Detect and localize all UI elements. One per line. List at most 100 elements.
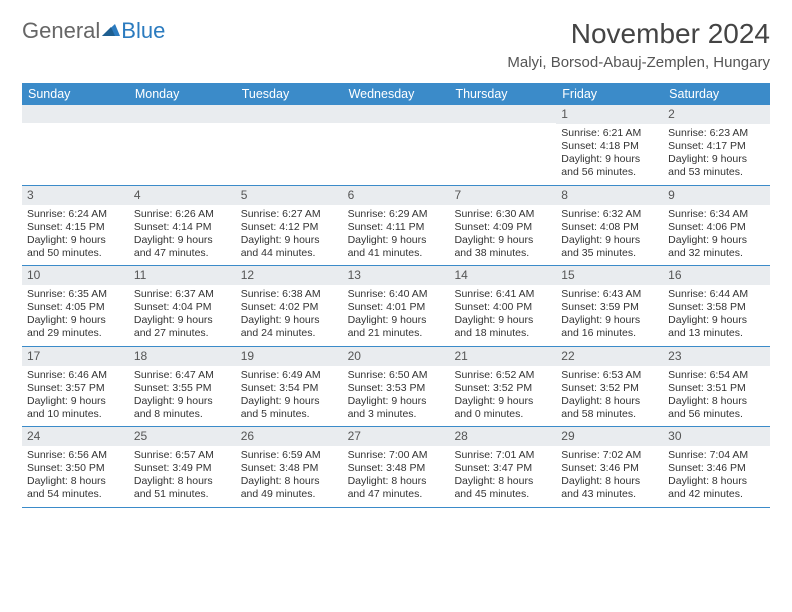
dayheader-wed: Wednesday bbox=[343, 83, 450, 105]
daylight-text: Daylight: 9 hours and 16 minutes. bbox=[561, 314, 658, 340]
sunrise-text: Sunrise: 6:50 AM bbox=[348, 369, 445, 382]
week-row: 17Sunrise: 6:46 AMSunset: 3:57 PMDayligh… bbox=[22, 347, 770, 428]
day-number bbox=[129, 105, 236, 123]
sunrise-text: Sunrise: 6:52 AM bbox=[454, 369, 551, 382]
cell-content: Sunrise: 6:29 AMSunset: 4:11 PMDaylight:… bbox=[343, 205, 450, 266]
day-number: 3 bbox=[22, 186, 129, 205]
daylight-text: Daylight: 8 hours and 54 minutes. bbox=[27, 475, 124, 501]
daylight-text: Daylight: 8 hours and 45 minutes. bbox=[454, 475, 551, 501]
sunrise-text: Sunrise: 6:57 AM bbox=[134, 449, 231, 462]
cell-content: Sunrise: 6:54 AMSunset: 3:51 PMDaylight:… bbox=[663, 366, 770, 427]
sunset-text: Sunset: 3:51 PM bbox=[668, 382, 765, 395]
daylight-text: Daylight: 8 hours and 47 minutes. bbox=[348, 475, 445, 501]
sunrise-text: Sunrise: 6:37 AM bbox=[134, 288, 231, 301]
sunset-text: Sunset: 3:47 PM bbox=[454, 462, 551, 475]
day-number: 17 bbox=[22, 347, 129, 366]
cell-content: Sunrise: 6:50 AMSunset: 3:53 PMDaylight:… bbox=[343, 366, 450, 427]
week-row: 10Sunrise: 6:35 AMSunset: 4:05 PMDayligh… bbox=[22, 266, 770, 347]
cell-content: Sunrise: 6:35 AMSunset: 4:05 PMDaylight:… bbox=[22, 285, 129, 346]
calendar-cell: 4Sunrise: 6:26 AMSunset: 4:14 PMDaylight… bbox=[129, 186, 236, 266]
sunrise-text: Sunrise: 6:38 AM bbox=[241, 288, 338, 301]
daylight-text: Daylight: 9 hours and 3 minutes. bbox=[348, 395, 445, 421]
daylight-text: Daylight: 9 hours and 44 minutes. bbox=[241, 234, 338, 260]
sunset-text: Sunset: 3:49 PM bbox=[134, 462, 231, 475]
calendar-cell bbox=[22, 105, 129, 185]
sunset-text: Sunset: 3:52 PM bbox=[454, 382, 551, 395]
dayheader-tue: Tuesday bbox=[236, 83, 343, 105]
calendar-cell: 7Sunrise: 6:30 AMSunset: 4:09 PMDaylight… bbox=[449, 186, 556, 266]
sunrise-text: Sunrise: 7:02 AM bbox=[561, 449, 658, 462]
cell-content: Sunrise: 6:56 AMSunset: 3:50 PMDaylight:… bbox=[22, 446, 129, 507]
sunset-text: Sunset: 3:48 PM bbox=[348, 462, 445, 475]
sunset-text: Sunset: 3:53 PM bbox=[348, 382, 445, 395]
sunset-text: Sunset: 4:04 PM bbox=[134, 301, 231, 314]
sunset-text: Sunset: 4:14 PM bbox=[134, 221, 231, 234]
cell-content: Sunrise: 6:53 AMSunset: 3:52 PMDaylight:… bbox=[556, 366, 663, 427]
dayheader-thu: Thursday bbox=[449, 83, 556, 105]
calendar-cell: 13Sunrise: 6:40 AMSunset: 4:01 PMDayligh… bbox=[343, 266, 450, 346]
day-number bbox=[22, 105, 129, 123]
week-row: 1Sunrise: 6:21 AMSunset: 4:18 PMDaylight… bbox=[22, 105, 770, 186]
calendar-cell: 18Sunrise: 6:47 AMSunset: 3:55 PMDayligh… bbox=[129, 347, 236, 427]
sunrise-text: Sunrise: 6:34 AM bbox=[668, 208, 765, 221]
calendar-cell bbox=[129, 105, 236, 185]
weeks-container: 1Sunrise: 6:21 AMSunset: 4:18 PMDaylight… bbox=[22, 105, 770, 508]
daylight-text: Daylight: 9 hours and 29 minutes. bbox=[27, 314, 124, 340]
sunset-text: Sunset: 3:54 PM bbox=[241, 382, 338, 395]
day-number bbox=[343, 105, 450, 123]
calendar-cell: 19 Sunrise: 6:49 AMSunset: 3:54 PMDayligh… bbox=[236, 347, 343, 427]
day-number: 28 bbox=[449, 427, 556, 446]
sunset-text: Sunset: 4:15 PM bbox=[27, 221, 124, 234]
calendar-cell: 16Sunrise: 6:44 AMSunset: 3:58 PMDayligh… bbox=[663, 266, 770, 346]
sunrise-text: Sunrise: 6:43 AM bbox=[561, 288, 658, 301]
daylight-text: Daylight: 8 hours and 56 minutes. bbox=[668, 395, 765, 421]
sunrise-text: Sunrise: 6:47 AM bbox=[134, 369, 231, 382]
cell-content: Sunrise: 7:02 AMSunset: 3:46 PMDaylight:… bbox=[556, 446, 663, 507]
calendar-cell: 3Sunrise: 6:24 AMSunset: 4:15 PMDaylight… bbox=[22, 186, 129, 266]
calendar-cell bbox=[236, 105, 343, 185]
sunset-text: Sunset: 4:01 PM bbox=[348, 301, 445, 314]
daylight-text: Daylight: 9 hours and 50 minutes. bbox=[27, 234, 124, 260]
day-number: 30 bbox=[663, 427, 770, 446]
calendar-cell: 5Sunrise: 6:27 AMSunset: 4:12 PMDaylight… bbox=[236, 186, 343, 266]
cell-content: Sunrise: 6:32 AMSunset: 4:08 PMDaylight:… bbox=[556, 205, 663, 266]
sunset-text: Sunset: 3:46 PM bbox=[668, 462, 765, 475]
day-number: 7 bbox=[449, 186, 556, 205]
day-number: 9 bbox=[663, 186, 770, 205]
cell-content: Sunrise: 6:21 AMSunset: 4:18 PMDaylight:… bbox=[556, 124, 663, 185]
calendar: Sunday Monday Tuesday Wednesday Thursday… bbox=[22, 83, 770, 508]
calendar-cell: 8Sunrise: 6:32 AMSunset: 4:08 PMDaylight… bbox=[556, 186, 663, 266]
calendar-cell: 2Sunrise: 6:23 AMSunset: 4:17 PMDaylight… bbox=[663, 105, 770, 185]
daylight-text: Daylight: 9 hours and 35 minutes. bbox=[561, 234, 658, 260]
daylight-text: Daylight: 9 hours and 5 minutes. bbox=[241, 395, 338, 421]
sunset-text: Sunset: 3:55 PM bbox=[134, 382, 231, 395]
day-number: 15 bbox=[556, 266, 663, 285]
day-number: 19 bbox=[236, 347, 343, 366]
calendar-cell: 28Sunrise: 7:01 AMSunset: 3:47 PMDayligh… bbox=[449, 427, 556, 507]
sunset-text: Sunset: 3:58 PM bbox=[668, 301, 765, 314]
calendar-cell: 6Sunrise: 6:29 AMSunset: 4:11 PMDaylight… bbox=[343, 186, 450, 266]
sunset-text: Sunset: 4:08 PM bbox=[561, 221, 658, 234]
daylight-text: Daylight: 9 hours and 13 minutes. bbox=[668, 314, 765, 340]
sunset-text: Sunset: 4:17 PM bbox=[668, 140, 765, 153]
sunset-text: Sunset: 3:52 PM bbox=[561, 382, 658, 395]
sunrise-text: Sunrise: 6:26 AM bbox=[134, 208, 231, 221]
daylight-text: Daylight: 9 hours and 24 minutes. bbox=[241, 314, 338, 340]
day-number bbox=[236, 105, 343, 123]
day-number: 27 bbox=[343, 427, 450, 446]
calendar-cell: 24Sunrise: 6:56 AMSunset: 3:50 PMDayligh… bbox=[22, 427, 129, 507]
daylight-text: Daylight: 8 hours and 58 minutes. bbox=[561, 395, 658, 421]
sunrise-text: Sunrise: 6:32 AM bbox=[561, 208, 658, 221]
cell-content: Sunrise: 7:04 AMSunset: 3:46 PMDaylight:… bbox=[663, 446, 770, 507]
daylight-text: Daylight: 8 hours and 49 minutes. bbox=[241, 475, 338, 501]
sunrise-text: Sunrise: 6:49 AM bbox=[241, 369, 338, 382]
sunset-text: Sunset: 4:09 PM bbox=[454, 221, 551, 234]
daylight-text: Daylight: 9 hours and 56 minutes. bbox=[561, 153, 658, 179]
sunrise-text: Sunrise: 6:40 AM bbox=[348, 288, 445, 301]
sunrise-text: Sunrise: 6:44 AM bbox=[668, 288, 765, 301]
cell-content: Sunrise: 6:24 AMSunset: 4:15 PMDaylight:… bbox=[22, 205, 129, 266]
day-number bbox=[449, 105, 556, 123]
cell-content: Sunrise: 6:46 AMSunset: 3:57 PMDaylight:… bbox=[22, 366, 129, 427]
day-number: 22 bbox=[556, 347, 663, 366]
day-number: 11 bbox=[129, 266, 236, 285]
